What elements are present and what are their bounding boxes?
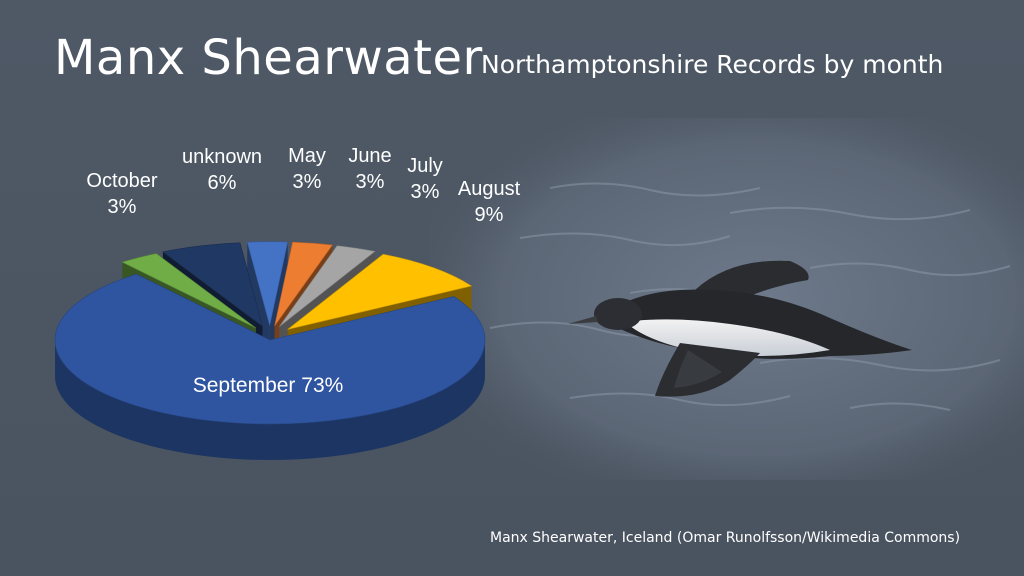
photo-caption: Manx Shearwater, Iceland (Omar Runolfsso… — [490, 530, 961, 546]
data-label-october: October 3% — [86, 170, 157, 218]
shearwater-photo — [430, 118, 1024, 480]
data-label-july: July 3% — [407, 155, 443, 203]
bird-belly — [625, 319, 830, 356]
data-label-may: May 3% — [288, 145, 326, 193]
pie-slice-september — [54, 273, 486, 460]
shearwater-bird — [568, 260, 912, 397]
slide-subtitle: Northamptonshire Records by month — [481, 50, 944, 79]
data-label-june: June 3% — [348, 145, 391, 193]
pie-slices — [54, 241, 486, 460]
data-label-august: August 9% — [458, 178, 521, 226]
data-label-unknown: unknown 6% — [182, 146, 262, 194]
bird-bill — [568, 316, 598, 324]
slide-title: Manx Shearwater — [54, 30, 483, 86]
pie-slice-may — [246, 241, 289, 362]
data-label-september: September 73% — [193, 374, 344, 397]
pie-labels: May 3% June 3% July 3% August 9% September 73% Oc… — [86, 145, 520, 397]
bird-head — [594, 298, 642, 330]
